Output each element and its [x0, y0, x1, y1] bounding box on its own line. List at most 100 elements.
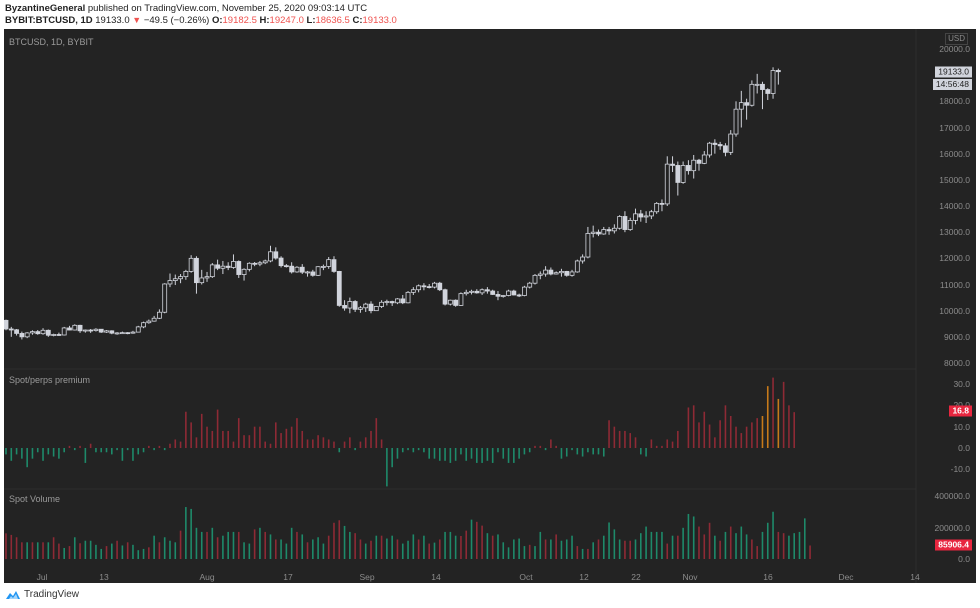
candle — [484, 289, 490, 292]
candle — [527, 282, 533, 288]
author-name[interactable]: ByzantineGeneral — [5, 3, 86, 14]
chart-plot-area[interactable] — [4, 29, 976, 583]
candle — [368, 303, 374, 312]
candle — [395, 298, 400, 304]
candle — [511, 290, 517, 296]
high-value: 19247.0 — [269, 15, 304, 26]
candle — [98, 328, 104, 333]
candle — [559, 271, 564, 274]
candle — [320, 266, 326, 268]
candle — [220, 265, 226, 269]
symbol-name: BYBIT:BTCUSD, 1D — [5, 15, 93, 26]
candle — [241, 268, 247, 275]
candle — [67, 327, 72, 331]
premium-value-tag: 16.8 — [949, 405, 972, 417]
candle — [728, 133, 734, 153]
candle — [691, 159, 697, 172]
candle — [141, 322, 146, 328]
price-tick: 14000.0 — [939, 201, 970, 211]
candle — [51, 334, 57, 336]
candle — [93, 328, 99, 331]
candle — [40, 329, 46, 335]
candle — [622, 216, 628, 230]
candle — [543, 269, 548, 275]
candle — [643, 215, 649, 218]
candle — [447, 299, 453, 305]
candle — [569, 271, 575, 276]
candle — [336, 271, 342, 306]
candle — [172, 278, 178, 281]
candle — [352, 301, 358, 310]
published-text: published on TradingView.com, November 2… — [85, 3, 368, 14]
candle — [463, 291, 469, 295]
candle — [659, 202, 665, 205]
volume-tick: 400000.0 — [934, 491, 970, 501]
candle — [537, 273, 543, 276]
candle — [453, 299, 459, 306]
candle — [162, 283, 168, 313]
candle — [104, 330, 109, 333]
chart-canvas[interactable]: BTCUSD, 1D, BYBIT USD Spot/perps premium… — [4, 29, 976, 583]
tradingview-logo-icon — [6, 590, 20, 599]
low-value: 18636.5 — [315, 15, 350, 26]
candle — [61, 327, 67, 336]
candle — [178, 276, 183, 280]
candle — [204, 276, 210, 279]
price-tick: 8000.0 — [944, 358, 970, 368]
candle — [648, 211, 654, 217]
candle — [416, 285, 422, 291]
candle — [14, 329, 19, 334]
candle — [294, 266, 300, 273]
candle — [45, 329, 51, 336]
candle — [188, 257, 194, 272]
candle — [421, 285, 427, 288]
candle — [305, 271, 310, 274]
price-change: −49.5 (−0.26%) — [143, 15, 210, 26]
candle — [723, 145, 728, 153]
candle — [633, 213, 638, 221]
time-tick: Oct — [519, 572, 533, 582]
candle — [770, 70, 776, 94]
candle — [157, 311, 162, 319]
candle — [315, 266, 321, 276]
price-tick: 10000.0 — [939, 305, 970, 316]
tradingview-brand[interactable]: TradingView — [5, 589, 79, 600]
candle — [114, 332, 120, 335]
candle — [151, 317, 157, 322]
volume-value-tag: 85906.4 — [935, 539, 972, 551]
candle — [585, 233, 591, 258]
candle — [326, 259, 332, 267]
candle — [8, 328, 14, 331]
candle — [432, 282, 437, 288]
currency-label[interactable]: USD — [945, 33, 968, 45]
candle — [548, 269, 554, 275]
price-tick: 11000.0 — [939, 279, 970, 290]
candle — [331, 259, 337, 272]
candle — [638, 213, 644, 218]
candle — [77, 324, 83, 332]
candle — [72, 324, 78, 331]
candle — [384, 301, 390, 303]
time-tick: Jul — [36, 572, 48, 582]
close-label: C: — [352, 15, 363, 26]
down-triangle-icon: ▼ — [132, 15, 142, 25]
candle — [469, 290, 474, 293]
candle — [654, 202, 660, 213]
time-tick: 16 — [763, 572, 773, 582]
time-tick: Nov — [682, 572, 698, 582]
candle — [35, 331, 41, 335]
premium-tick: 30.0 — [953, 379, 970, 389]
volume-pane-label: Spot Volume — [9, 494, 61, 504]
candle — [553, 272, 559, 275]
candle — [262, 260, 268, 264]
last-price: 19133.0 — [95, 15, 130, 26]
candle — [765, 89, 771, 94]
candle — [389, 301, 395, 304]
candle — [135, 326, 141, 333]
time-tick: 13 — [99, 572, 109, 582]
candle — [273, 251, 279, 259]
time-tick: 14 — [431, 572, 441, 582]
candle — [30, 331, 35, 334]
candle — [664, 163, 670, 205]
premium-pane-label: Spot/perps premium — [9, 375, 91, 385]
